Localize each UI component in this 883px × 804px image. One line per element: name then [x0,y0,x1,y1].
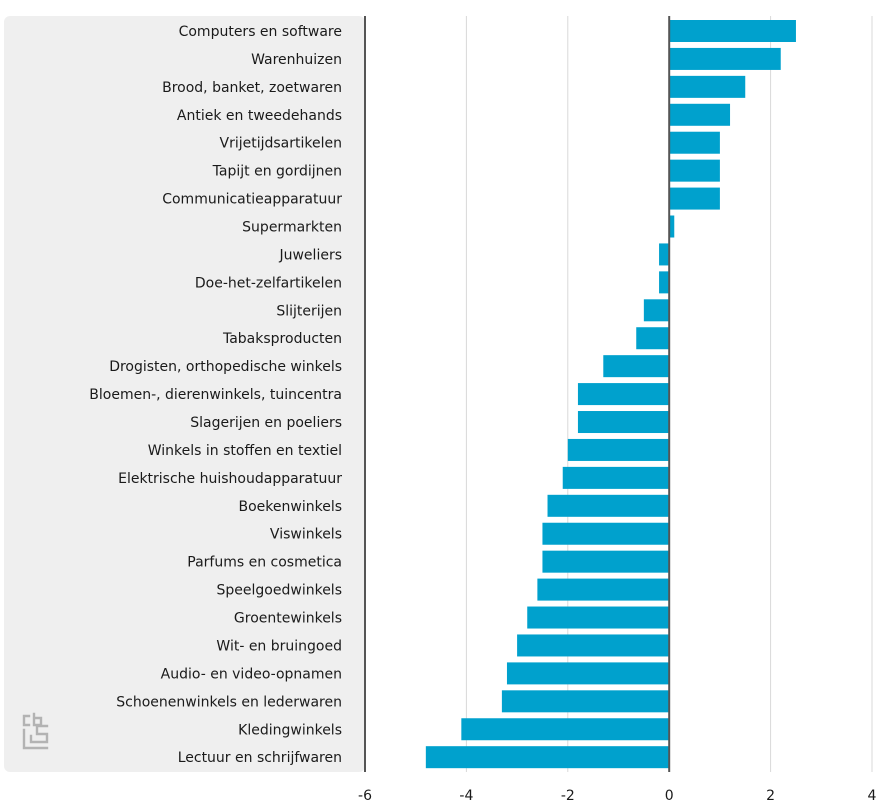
category-label: Winkels in stoffen en textiel [148,443,342,459]
category-label: Wit- en bruingoed [216,638,342,654]
category-label: Brood, banket, zoetwaren [162,80,342,96]
bar [669,20,796,42]
axis-layer [364,16,671,772]
cbs-logo-icon [22,712,49,750]
category-label-panel [4,16,365,772]
bar-layer [425,20,796,769]
bar [567,438,670,461]
category-label: Juweliers [278,247,342,263]
bar [506,662,670,685]
x-tick-label: -4 [459,788,473,804]
category-label: Bloemen-, dierenwinkels, tuincentra [89,387,342,403]
bar [669,215,675,238]
category-label: Elektrische huishoudapparatuur [118,471,342,487]
bar [542,522,670,545]
category-label: Viswinkels [270,527,342,543]
bar [501,690,670,713]
category-label: Speelgoedwinkels [217,583,342,599]
category-label: Schoenenwinkels en lederwaren [116,694,342,710]
x-tick-label: -6 [358,788,372,804]
category-label: Doe-het-zelfartikelen [195,275,342,291]
category-label: Warenhuizen [251,52,342,68]
category-label: Tabaksproducten [222,331,342,347]
category-label: Parfums en cosmetica [187,555,342,571]
bar [636,327,670,350]
category-label: Vrijetijdsartikelen [220,136,343,152]
category-label: Kledingwinkels [238,722,342,738]
category-label: Groentewinkels [234,611,342,627]
bar [669,159,720,182]
category-labels: Computers en software Warenhuizen Brood, b… [89,24,342,766]
bar [669,75,746,98]
category-label: Slagerijen en poeliers [190,415,342,431]
x-tick-label: 4 [868,788,877,804]
category-label: Tapijt en gordijnen [212,164,342,180]
x-tick-label: -2 [561,788,575,804]
x-tick-label: 0 [665,788,674,804]
bar [547,494,670,517]
category-label: Antiek en tweedehands [177,108,342,124]
bar [659,243,670,266]
bar [461,718,670,741]
bar [527,606,670,629]
bar [643,299,670,322]
category-label: Lectuur en schrijfwaren [178,750,342,766]
category-label: Slijterijen [276,303,342,319]
category-label: Communicatieapparatuur [162,192,342,208]
x-axis-ticks: -6 -4 -2 0 2 4 [358,788,877,804]
bar [425,746,670,769]
bar [517,634,670,657]
bar [603,355,670,378]
bar [542,550,670,573]
bar [562,466,670,489]
bar [669,47,781,70]
bar [669,187,720,210]
category-label: Boekenwinkels [239,499,343,515]
x-tick-label: 2 [766,788,775,804]
bar [669,103,731,126]
category-label: Drogisten, orthopedische winkels [109,359,342,375]
category-label: Supermarkten [242,220,342,236]
category-label: Audio- en video-opnamen [161,666,342,682]
category-label: Computers en software [179,24,342,40]
bar [537,578,670,601]
grid-layer [465,16,873,772]
bar [669,131,720,154]
bar [659,271,670,294]
bar [577,411,670,434]
bar [577,383,670,406]
